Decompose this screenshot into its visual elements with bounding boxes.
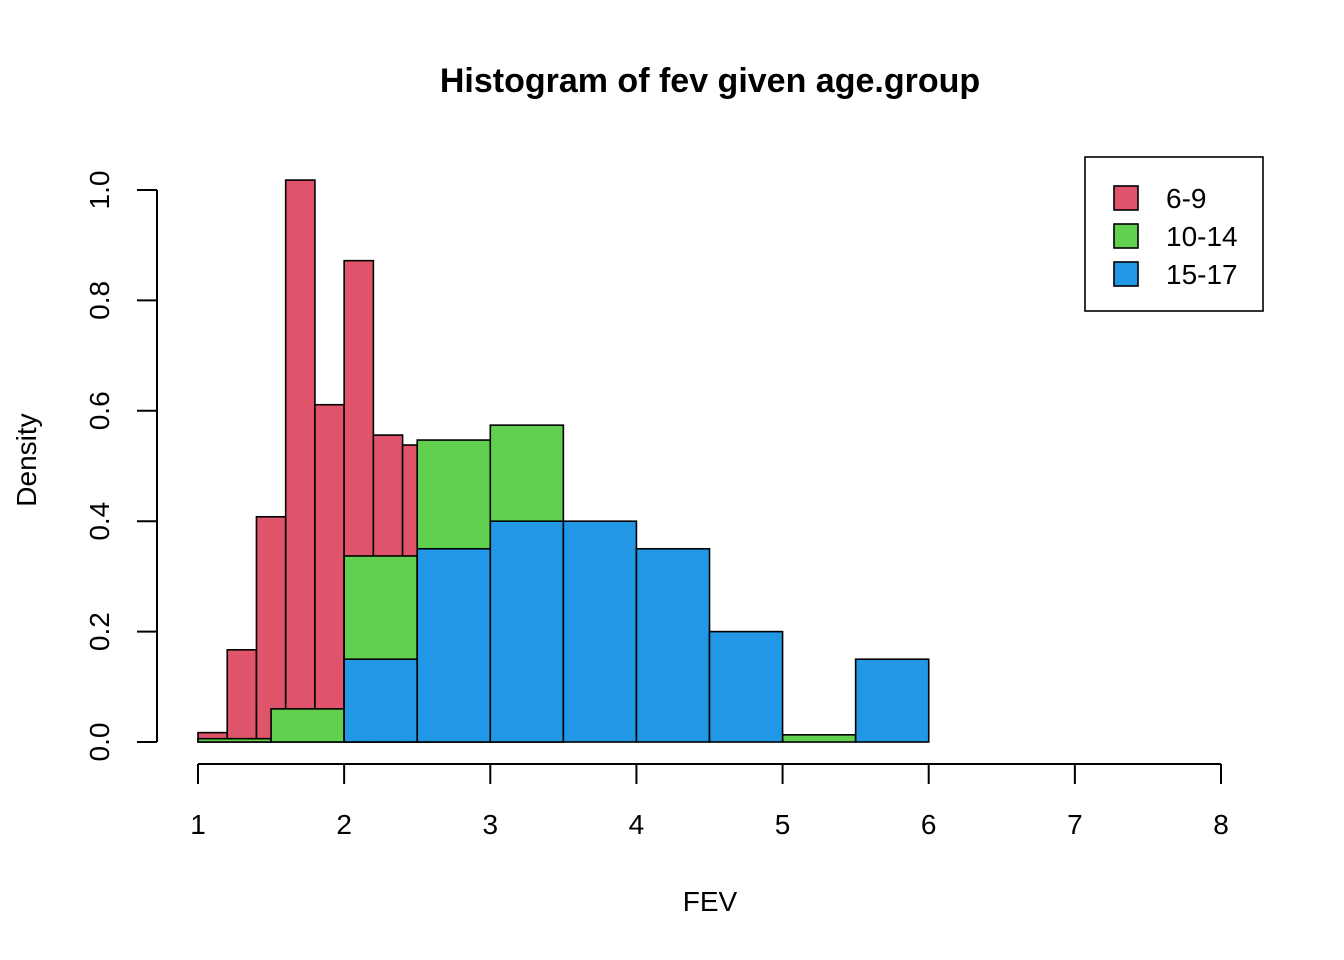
legend-swatch-10-14 xyxy=(1113,223,1139,249)
bar-6-9-3 xyxy=(284,179,316,743)
legend-swatch-15-17 xyxy=(1113,261,1139,287)
y-tick-label: 1.0 xyxy=(84,171,115,210)
y-axis: 0.0 0.2 0.4 0.6 0.8 1.0 xyxy=(84,171,158,762)
bar-15-17-1 xyxy=(416,547,492,743)
bar-15-17-0 xyxy=(343,658,419,743)
bar-10-14-0 xyxy=(197,737,272,743)
bar-10-14-5 xyxy=(781,734,857,743)
chart-title: Histogram of fev given age.group xyxy=(440,62,980,100)
legend-label-10-14: 10-14 xyxy=(1166,221,1238,252)
legend-label-6-9: 6-9 xyxy=(1166,183,1206,214)
x-tick-label: 3 xyxy=(482,809,498,840)
y-tick-label: 0.2 xyxy=(84,612,115,651)
x-tick-label: 7 xyxy=(1067,809,1083,840)
bar-15-17-2 xyxy=(489,520,565,743)
x-tick-label: 6 xyxy=(921,809,937,840)
x-tick-label: 4 xyxy=(629,809,645,840)
bar-10-14-1 xyxy=(270,708,345,743)
y-axis-label: Density xyxy=(11,413,42,506)
x-tick-label: 8 xyxy=(1213,809,1229,840)
x-tick-label: 1 xyxy=(190,809,206,840)
bar-6-9-1 xyxy=(226,649,258,743)
bars-group xyxy=(197,179,930,743)
legend-swatch-6-9 xyxy=(1113,185,1139,211)
y-tick-label: 0.6 xyxy=(84,391,115,430)
x-axis-label: FEV xyxy=(683,886,738,917)
legend-label-15-17: 15-17 xyxy=(1166,259,1238,290)
x-tick-label: 2 xyxy=(336,809,352,840)
bar-15-17-5 xyxy=(708,630,784,743)
y-tick-label: 0.8 xyxy=(84,281,115,320)
bar-6-9-4 xyxy=(314,403,345,743)
bar-15-17-6 xyxy=(854,658,930,743)
bar-15-17-4 xyxy=(635,547,711,743)
y-tick-label: 0.4 xyxy=(84,502,115,541)
x-tick-label: 5 xyxy=(775,809,791,840)
y-tick-label: 0.0 xyxy=(84,723,115,762)
legend: 6-9 10-14 15-17 xyxy=(1084,156,1264,312)
x-axis: 1 2 3 4 5 6 7 8 xyxy=(190,763,1229,840)
bar-15-17-3 xyxy=(562,520,638,743)
